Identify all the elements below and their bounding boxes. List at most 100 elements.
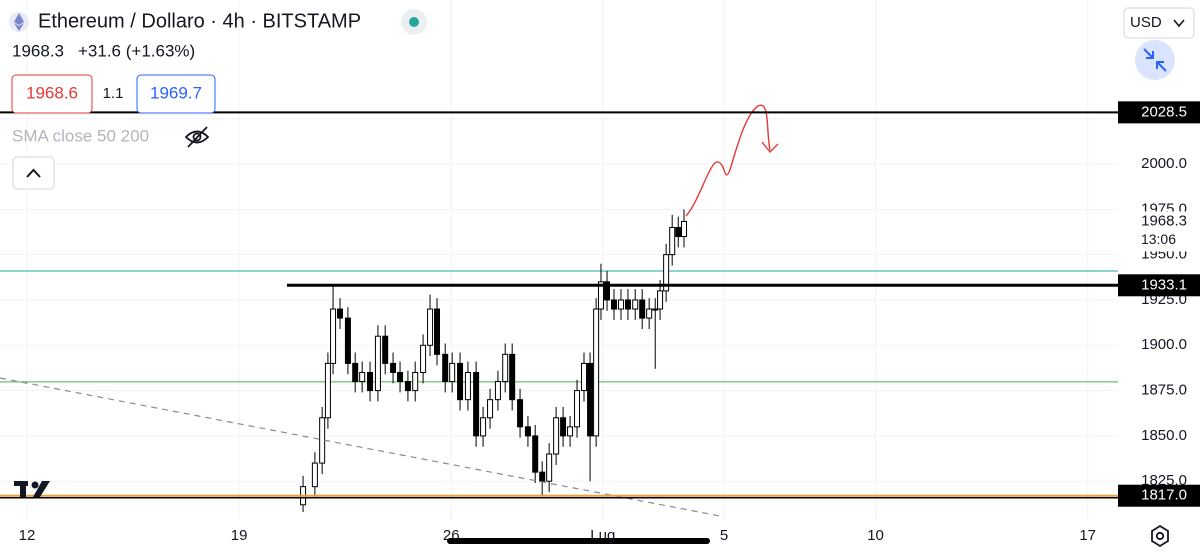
sell-button[interactable] <box>11 74 93 114</box>
price-change: +31.6 (+1.63%) <box>78 41 195 60</box>
tv-logo <box>14 481 50 497</box>
level-label: 1817.0 <box>1141 487 1187 504</box>
candle-body <box>553 417 560 455</box>
fullscreen-icon <box>1143 48 1167 72</box>
candle-body <box>663 254 670 292</box>
status-dot <box>409 17 419 27</box>
candle-body <box>509 353 516 401</box>
candle-body <box>480 417 487 437</box>
buy-button[interactable] <box>136 74 216 114</box>
price-label: 1968.3 <box>1141 212 1187 229</box>
y-tick-label: 1875.0 <box>1141 382 1187 399</box>
candle-body <box>449 362 456 383</box>
candle-body <box>517 399 524 428</box>
collapse-button[interactable] <box>12 156 55 190</box>
candle-body <box>397 371 404 383</box>
candle-body <box>344 317 351 364</box>
candle-body <box>646 308 653 319</box>
currency[interactable]: USD <box>1130 14 1162 31</box>
candle-body <box>390 362 397 373</box>
candle-body <box>434 308 441 355</box>
level-label: 2028.5 <box>1141 103 1187 120</box>
candle-body <box>487 399 494 419</box>
candle-body <box>560 417 567 437</box>
candle-body <box>593 308 600 437</box>
candle-body <box>404 381 411 392</box>
price-label-box <box>1119 211 1199 252</box>
candle-body <box>632 299 639 310</box>
fullscreen-button[interactable] <box>1135 40 1175 80</box>
candle-body <box>611 299 618 310</box>
candle-body <box>442 353 449 383</box>
candle-body <box>675 226 682 238</box>
x-tick-label: 19 <box>231 527 248 544</box>
candle-body <box>311 462 318 488</box>
y-tick-label: 1850.0 <box>1141 427 1187 444</box>
candle-body <box>412 371 419 392</box>
y-tick-label: 2000.0 <box>1141 155 1187 172</box>
y-tick-label: 1900.0 <box>1141 336 1187 353</box>
x-tick-label: 17 <box>1079 527 1096 544</box>
x-tick-label: 5 <box>720 527 728 544</box>
candle-body <box>652 308 659 311</box>
candle-body <box>352 362 359 383</box>
spread: 1.1 <box>103 85 124 102</box>
candle-body <box>337 308 344 319</box>
overlay: 2028.5 1933.1 1817.0 1968.3 13:06 <box>0 101 1200 507</box>
candle-body <box>524 426 531 437</box>
candle-body <box>624 299 631 310</box>
indicator-label: SMA close 50 200 <box>12 126 149 145</box>
currency-button[interactable] <box>1123 7 1195 39</box>
candle-body <box>319 417 326 464</box>
candle-body <box>473 371 480 437</box>
candle-body <box>604 281 611 301</box>
buy-price[interactable]: 1969.7 <box>150 83 202 102</box>
candle-body <box>464 371 471 401</box>
candle-body <box>669 226 676 256</box>
candle-body <box>359 371 366 383</box>
candle-body <box>681 220 688 238</box>
symbol-title: Ethereum / Dollaro · 4h · BITSTAMP <box>38 10 361 32</box>
candle-body <box>539 471 546 482</box>
candle-body <box>597 281 604 310</box>
candle-body <box>427 308 434 346</box>
eth-glyph <box>14 13 24 31</box>
candle-body <box>532 435 539 473</box>
candle-body <box>587 362 594 437</box>
candle-body <box>324 362 331 419</box>
candle-body <box>581 362 588 392</box>
candle-body <box>330 308 337 364</box>
candle-body <box>494 381 501 401</box>
hide-indicator-icon[interactable] <box>184 126 210 148</box>
last-price: 1968.3 <box>12 41 64 60</box>
candle-body <box>420 344 427 373</box>
candle-body <box>617 299 624 310</box>
x-tick-label: Lug <box>590 527 615 544</box>
candle-body <box>567 426 574 437</box>
x-tick-label: 26 <box>443 527 460 544</box>
candle-body <box>546 453 553 482</box>
candle-body <box>639 299 646 319</box>
projection-drawing <box>685 104 779 217</box>
level-label-box <box>1118 484 1200 507</box>
countdown: 13:06 <box>1141 231 1176 247</box>
candle-body <box>457 362 464 401</box>
trend-line-drawing <box>0 377 721 517</box>
candle-body <box>574 390 581 428</box>
candle-body <box>374 335 381 392</box>
x-tick-label: 12 <box>19 527 36 544</box>
x-tick-label: 10 <box>867 527 884 544</box>
settings-icon[interactable] <box>1151 524 1169 548</box>
currency-chevron <box>1173 19 1185 28</box>
home-indicator <box>447 538 710 544</box>
candle-body <box>657 290 664 310</box>
level-label: 1933.1 <box>1141 276 1187 293</box>
candle-body <box>382 335 389 364</box>
plot-layer: 1825.01850.01875.01900.01925.01950.01975… <box>0 0 1187 520</box>
sell-price[interactable]: 1968.6 <box>26 83 78 102</box>
candle-body <box>502 353 509 383</box>
level-label-box <box>1118 101 1200 124</box>
candle-body <box>367 371 374 392</box>
